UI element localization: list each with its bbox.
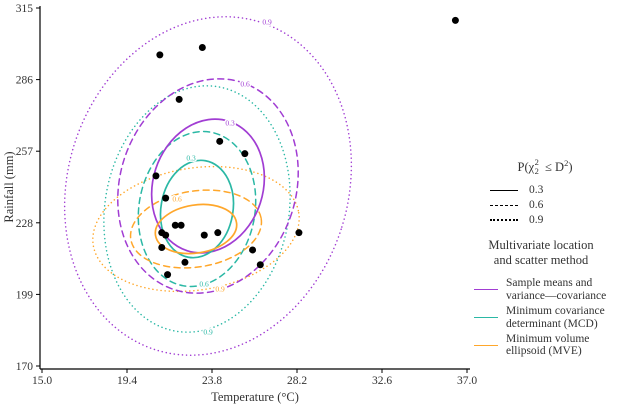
- y-tick-label: 199: [16, 289, 34, 301]
- x-tick-label: 19.4: [117, 375, 137, 387]
- data-point: [198, 44, 206, 52]
- x-axis-title: Temperature (°C): [211, 390, 299, 404]
- data-point: [451, 16, 459, 24]
- ellipse-mve-0.6: [129, 189, 263, 269]
- x-tick-label: 23.8: [202, 375, 222, 387]
- data-point: [162, 194, 170, 202]
- probability-legend-title: P(χ 2 2 ≤ D2): [517, 157, 573, 176]
- solid-line-key-icon: [490, 189, 518, 191]
- x-tick-label: 28.2: [287, 375, 307, 387]
- data-point: [181, 258, 189, 266]
- ellipse-mcd-0.9: [103, 85, 291, 333]
- method-legend-title: Multivariate location and scatter method: [488, 238, 594, 267]
- y-tick-label: 257: [16, 146, 34, 158]
- contour-label-mcd-0.3: 0.3: [186, 154, 196, 163]
- ellipse-mve-0.9: [92, 165, 300, 293]
- legend-entry-p03: 0.3: [490, 184, 618, 196]
- ellipse-classical-0.9: [63, 16, 353, 356]
- legend-entry-label: 0.9: [529, 214, 544, 227]
- contour-labels-layer: 0.9 0.9 0.9 0.6 0.6 0.6 0.3 0.3: [171, 16, 274, 338]
- data-point: [216, 137, 224, 145]
- y-tick-label: 286: [16, 75, 34, 87]
- legend-entry-label: Minimum volume ellipsoid (MVE): [506, 332, 590, 358]
- data-point: [295, 229, 303, 237]
- y-tick-label: 170: [16, 361, 34, 373]
- contour-label-mcd-0.9: 0.9: [203, 328, 213, 337]
- x-tick-label: 32.6: [372, 375, 392, 387]
- legend-entry-label: 0.6: [529, 199, 544, 212]
- data-point: [214, 229, 222, 237]
- legend-entry-classical: Sample means and variance—covariance: [462, 277, 620, 303]
- legend-entry-mcd: Minimum covariance determinant (MCD): [462, 305, 620, 331]
- contour-label-classical-0.3: 0.3: [225, 119, 235, 128]
- x-tick-label: 15.0: [32, 375, 52, 387]
- classical-line-key-icon: [474, 289, 498, 291]
- ellipse-mve-0.3: [154, 203, 238, 255]
- dotted-line-key-icon: [490, 219, 518, 222]
- method-legend: Multivariate location and scatter method…: [462, 238, 620, 360]
- contour-label-mve-0.6: 0.6: [172, 195, 182, 204]
- x-tick-label: 37.0: [457, 375, 477, 387]
- mcd-line-key-icon: [474, 317, 498, 319]
- data-point: [200, 231, 208, 239]
- data-point: [152, 172, 160, 180]
- legend-entry-p06: 0.6: [490, 199, 618, 211]
- ellipse-mcd-0.3: [159, 159, 235, 259]
- data-point: [249, 246, 257, 254]
- data-point: [241, 150, 249, 158]
- legend-entry-p09: 0.9: [490, 214, 618, 226]
- ellipse-classical-0.3: [150, 118, 266, 254]
- scatter-points-layer: [152, 16, 459, 279]
- contour-label-classical-0.6: 0.6: [240, 80, 250, 89]
- ellipse-classical-0.6: [117, 78, 299, 294]
- contour-label-mve-0.9: 0.9: [215, 285, 225, 294]
- data-point: [171, 221, 179, 229]
- legend-entry-label: Sample means and variance—covariance: [506, 277, 607, 302]
- data-point: [175, 95, 183, 103]
- data-point: [256, 261, 264, 269]
- confidence-ellipses-layer: [63, 16, 353, 356]
- data-point: [164, 271, 172, 279]
- y-axis-title: Rainfall (mm): [2, 151, 16, 222]
- contour-label-classical-0.9: 0.9: [262, 18, 272, 27]
- axes-layer: 15.0 19.4 23.8 28.2 32.6 37.0 170 199 228 257 286 3…: [16, 3, 478, 387]
- data-point: [162, 231, 170, 239]
- mve-line-key-icon: [474, 344, 498, 346]
- y-tick-label: 315: [16, 3, 34, 15]
- legend-entry-label: 0.3: [529, 184, 544, 197]
- legend-entry-mve: Minimum volume ellipsoid (MVE): [462, 333, 620, 359]
- y-tick-label: 228: [16, 218, 34, 230]
- data-point: [177, 221, 185, 229]
- contour-label-mcd-0.6: 0.6: [199, 280, 209, 289]
- chi-symbol-text: P(χ: [517, 160, 535, 175]
- data-point: [158, 243, 166, 251]
- dashed-line-key-icon: [490, 204, 518, 206]
- data-point: [156, 51, 164, 59]
- legend-entry-label: Minimum covariance determinant (MCD): [506, 304, 605, 330]
- probability-legend: P(χ 2 2 ≤ D2) 0.3 0.6 0.9: [472, 157, 618, 229]
